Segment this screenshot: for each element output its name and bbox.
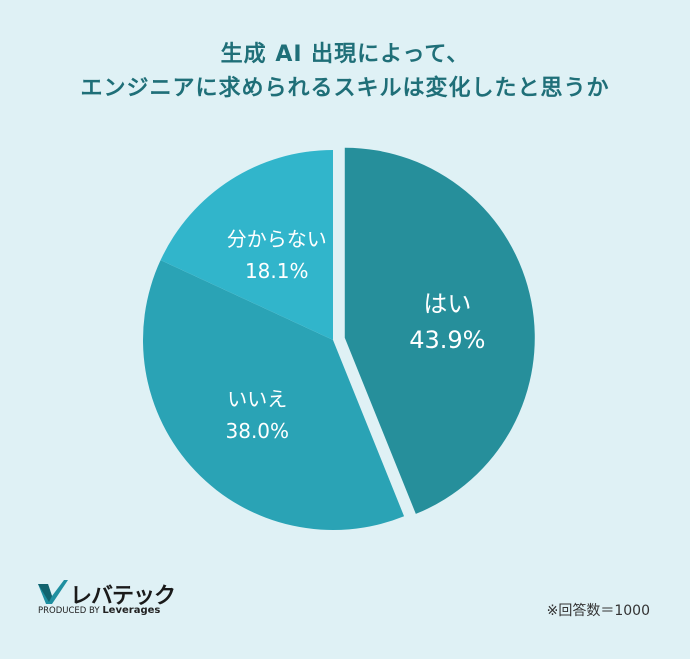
chart-title-line-1: 生成 AI 出現によって、 bbox=[220, 42, 470, 67]
logo-name: レバテック bbox=[70, 584, 176, 609]
pie-slice-1 bbox=[142, 260, 405, 531]
chart-title: 生成 AI 出現によって、 エンジニアに求められるスキルは変化したと思うか bbox=[0, 38, 690, 106]
slice-label-1: いいえ bbox=[227, 387, 287, 411]
brand-text: Leverages bbox=[102, 605, 161, 616]
logo-produced-by: PRODUCED BY Leverages bbox=[38, 605, 160, 616]
slice-value-2: 18.1% bbox=[245, 259, 309, 283]
slice-label-2: 分からない bbox=[227, 227, 327, 251]
check-mark-icon bbox=[38, 580, 68, 604]
chart-title-line-2: エンジニアに求められるスキルは変化したと思うか bbox=[80, 76, 610, 101]
slice-value-0: 43.9% bbox=[409, 326, 485, 354]
produced-by-text: PRODUCED BY bbox=[38, 606, 100, 616]
pie-slice-2 bbox=[160, 150, 333, 340]
slice-value-1: 38.0% bbox=[226, 419, 290, 443]
pie-slice-0 bbox=[344, 147, 535, 514]
response-count-note: ※回答数＝1000 bbox=[546, 603, 650, 619]
slice-label-0: はい bbox=[423, 290, 471, 318]
levtech-logo: レバテック PRODUCED BY Leverages bbox=[38, 580, 188, 620]
